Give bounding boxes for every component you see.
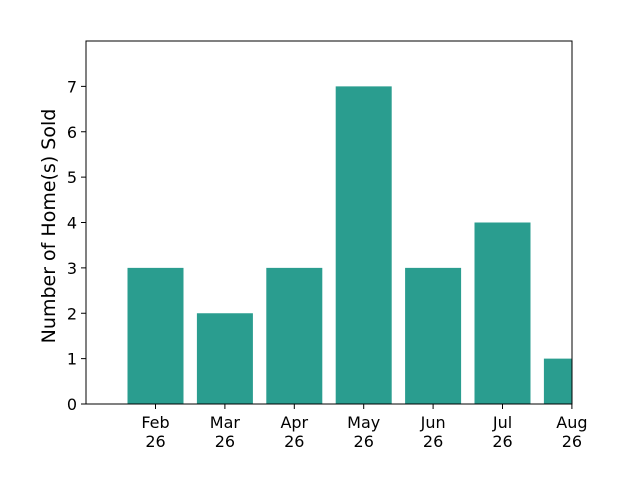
bar-jun-26 xyxy=(405,267,462,404)
y-tick-label: 5 xyxy=(67,168,77,187)
x-axis-ticks: Feb 26 Mar 26 Apr 26 May 26 Jun 26 Jul 26 Aug 26 xyxy=(141,404,588,451)
x-tick-label: Feb 26 xyxy=(141,413,169,451)
x-tick-label: Mar 26 xyxy=(210,413,241,451)
bar-jul-26 xyxy=(474,222,531,404)
y-tick-label: 6 xyxy=(67,123,77,142)
bar-apr-26 xyxy=(266,267,323,404)
y-tick-label: 7 xyxy=(67,77,77,96)
y-tick-label: 1 xyxy=(67,350,77,369)
y-tick-label: 0 xyxy=(67,395,77,414)
x-tick-label: Aug 26 xyxy=(556,413,587,451)
bar-feb-26 xyxy=(127,267,184,404)
bars-group xyxy=(127,86,572,404)
x-tick-label: Jul 26 xyxy=(492,413,513,451)
bar-may-26 xyxy=(335,86,392,404)
bar-mar-26 xyxy=(196,313,253,404)
y-tick-label: 3 xyxy=(67,259,77,278)
bar-aug-26 xyxy=(543,358,572,404)
x-tick-label: Jun 26 xyxy=(420,413,446,451)
x-tick-label: Apr 26 xyxy=(280,413,308,451)
y-axis-label: Number of Home(s) Sold xyxy=(38,109,60,344)
y-axis-ticks: 0 1 2 3 4 5 6 7 xyxy=(67,77,86,414)
y-tick-label: 4 xyxy=(67,214,77,233)
y-tick-label: 2 xyxy=(67,304,77,323)
x-tick-label: May 26 xyxy=(347,413,380,451)
